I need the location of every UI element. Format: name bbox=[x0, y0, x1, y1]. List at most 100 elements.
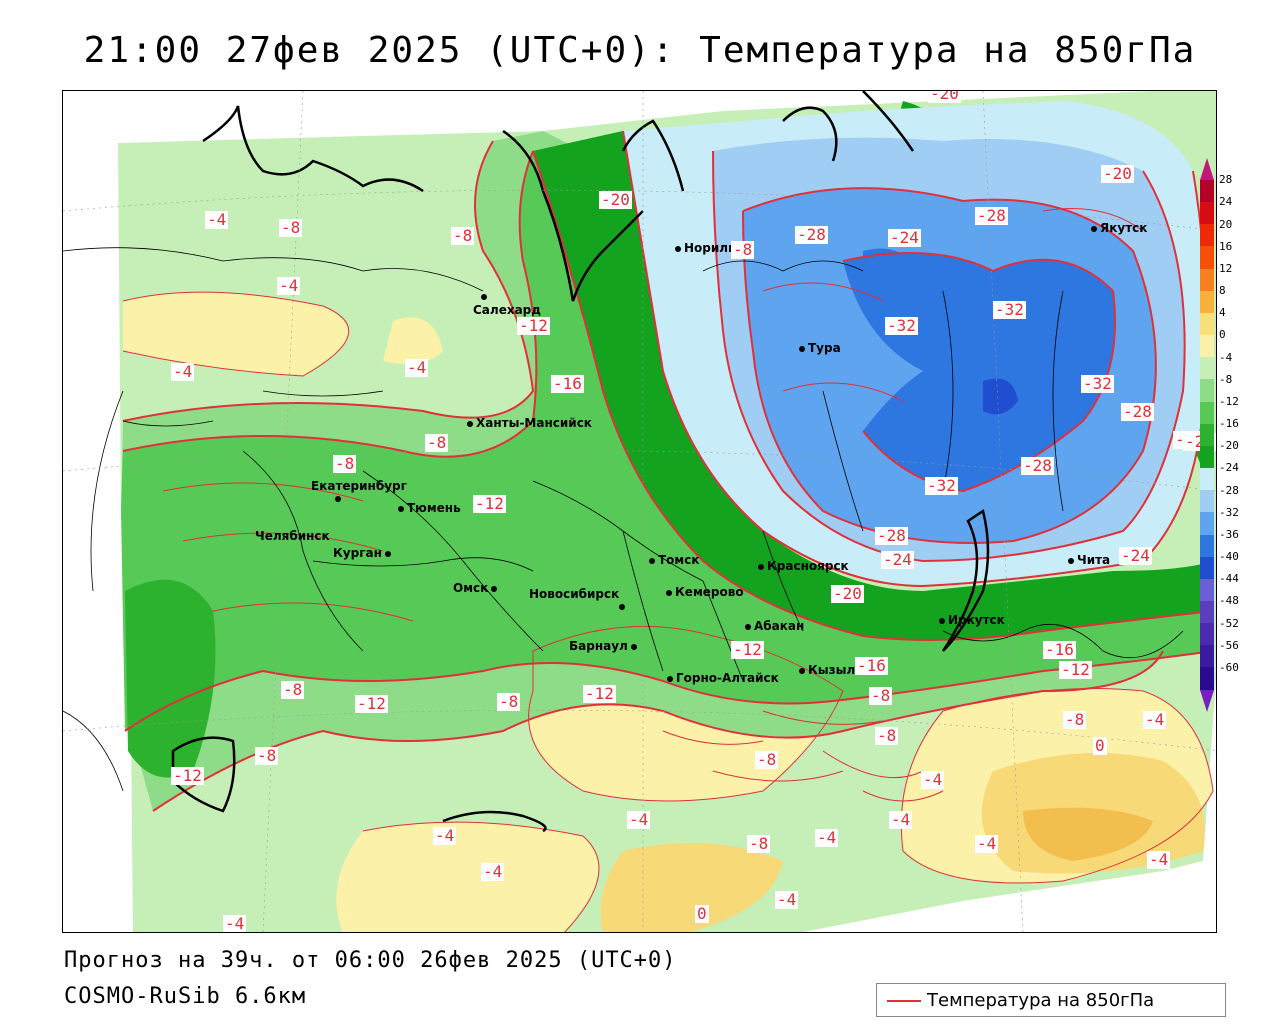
scale-color-swatch bbox=[1200, 556, 1214, 579]
isotherm-label: -8 bbox=[425, 433, 449, 452]
map-title: 21:00 27фев 2025 (UTC+0): Температура на… bbox=[83, 30, 1197, 71]
isotherm-label: -28 bbox=[1121, 402, 1154, 421]
scale-tick-label: -32 bbox=[1219, 505, 1239, 519]
isotherm-label: -12 bbox=[583, 684, 616, 703]
isotherm-label: -4 bbox=[433, 826, 457, 845]
city-dot-icon bbox=[667, 675, 673, 682]
scale-tick-label: 8 bbox=[1219, 284, 1226, 297]
city-label-abakan: Абакан bbox=[745, 619, 804, 633]
isotherm-label: -32 bbox=[885, 316, 918, 335]
city-label-chelyabinsk: Челябинск bbox=[255, 529, 330, 543]
isotherm-label: -8 bbox=[755, 750, 779, 769]
scale-color-swatch bbox=[1200, 335, 1214, 358]
scale-color-swatch bbox=[1200, 468, 1214, 491]
isotherm-label: -20 bbox=[599, 190, 632, 209]
isotherm-label: -8 bbox=[333, 454, 357, 473]
city-dot-icon bbox=[630, 643, 637, 650]
isotherm-label: -8 bbox=[451, 226, 475, 245]
city-label-krasnoyarsk: Красноярск bbox=[758, 559, 849, 573]
scale-tick-label: -36 bbox=[1219, 527, 1239, 541]
isotherm-label: -28 bbox=[875, 526, 908, 545]
isotherm-label: -4 bbox=[171, 362, 195, 381]
isotherm-label: 0 bbox=[695, 904, 709, 923]
scale-color-swatch bbox=[1200, 512, 1214, 535]
isotherm-label: -32 bbox=[993, 300, 1026, 319]
isotherm-label: -24 bbox=[888, 228, 921, 247]
city-label-tomsk: Томск bbox=[649, 553, 700, 567]
scale-tick-label: -60 bbox=[1219, 660, 1239, 674]
scale-tick-label: -16 bbox=[1219, 417, 1239, 430]
scale-color-swatch bbox=[1200, 290, 1214, 313]
city-dot-icon bbox=[758, 563, 764, 570]
isotherm-label: -12 bbox=[1059, 660, 1092, 679]
scale-tick-label: -4 bbox=[1219, 350, 1233, 364]
isotherm-label: -20 bbox=[831, 584, 864, 603]
city-label-kyzyl: Кызыл bbox=[799, 663, 855, 677]
isotherm-label: -12 bbox=[731, 640, 764, 659]
city-label-tyumen: Тюмень bbox=[398, 501, 461, 515]
isotherm-label: -20 bbox=[928, 91, 961, 103]
scale-tick-label: 0 bbox=[1219, 328, 1226, 342]
city-dot-icon bbox=[666, 589, 672, 596]
isotherm-label: -8 bbox=[1063, 710, 1087, 729]
scale-color-swatch bbox=[1200, 246, 1214, 269]
city-label-omsk: Омск bbox=[453, 581, 500, 595]
city-dot-icon bbox=[1068, 557, 1074, 564]
isotherm-label: -8 bbox=[281, 680, 305, 699]
isotherm-label: 0 bbox=[1093, 736, 1107, 755]
legend: Температура на 850гПа bbox=[876, 983, 1226, 1017]
isotherm-label: -8 bbox=[747, 834, 771, 853]
scale-tick-label: 4 bbox=[1219, 306, 1226, 320]
scale-tick-label: -8 bbox=[1219, 372, 1233, 386]
scale-color-swatch bbox=[1200, 224, 1214, 247]
isotherm-label: -24 bbox=[1119, 546, 1152, 565]
scale-color-swatch bbox=[1200, 312, 1214, 336]
city-label-irkutsk: Иркутск bbox=[939, 613, 1005, 627]
city-dot-icon bbox=[675, 245, 681, 252]
isotherm-label: -16 bbox=[551, 374, 584, 393]
isotherm-label: -32 bbox=[925, 476, 958, 495]
scale-color-swatch bbox=[1200, 578, 1214, 601]
model-name: COSMO-RuSib 6.6км bbox=[64, 984, 307, 1009]
city-label-novosibirsk: Новосибирск bbox=[529, 587, 620, 601]
city-dot-icon bbox=[745, 623, 751, 630]
scale-color-swatch bbox=[1200, 357, 1214, 380]
city-dot-icon bbox=[384, 550, 391, 557]
legend-label: Температура на 850гПа bbox=[927, 990, 1155, 1011]
isotherm-label: -8 bbox=[869, 686, 893, 705]
isotherm-label: -4 bbox=[775, 890, 799, 909]
isotherm-label: -4 bbox=[277, 276, 301, 295]
city-dot-icon bbox=[649, 557, 655, 564]
coastlines bbox=[171, 91, 990, 833]
scale-tick-label: -48 bbox=[1219, 594, 1239, 608]
scale-tick-label: -44 bbox=[1219, 572, 1239, 586]
isotherm-label: -8 bbox=[497, 692, 521, 711]
city-dot-icon bbox=[619, 603, 625, 610]
city-dot-icon bbox=[481, 293, 487, 300]
isotherm-label: -8 bbox=[731, 240, 755, 259]
graticule bbox=[63, 91, 1216, 932]
city-name-yekaterinburg: Екатеринбург bbox=[311, 479, 407, 493]
isotherm-label: -24 bbox=[881, 550, 914, 569]
isotherm-label: -16 bbox=[855, 656, 888, 675]
isotherm-label: -32 bbox=[1081, 374, 1114, 393]
scale-tick-label: -20 bbox=[1219, 439, 1239, 453]
isotherm-label: -8 bbox=[279, 218, 303, 237]
scale-color-swatch bbox=[1200, 379, 1214, 402]
scale-color-swatch bbox=[1200, 490, 1214, 513]
scale-tick-label: -40 bbox=[1219, 550, 1239, 563]
isotherm-label: -4 bbox=[205, 210, 229, 229]
scale-tick-label: 28 bbox=[1219, 173, 1233, 187]
city-dot-icon bbox=[1091, 225, 1097, 232]
scale-tick-label: 24 bbox=[1219, 195, 1233, 209]
city-label-gorno-altaysk: Горно-Алтайск bbox=[667, 671, 779, 685]
city-dot-icon bbox=[939, 617, 945, 624]
isotherm-label: -4 bbox=[975, 834, 999, 853]
isotherm-label: -4 bbox=[481, 862, 505, 881]
isotherm-label: -12 bbox=[355, 694, 388, 713]
scale-tick-label: 12 bbox=[1219, 261, 1233, 275]
legend-line-swatch bbox=[887, 1000, 921, 1002]
temperature-map bbox=[63, 91, 1216, 932]
city-dot-novosibirsk bbox=[619, 599, 628, 613]
isotherm-label: -4 bbox=[223, 914, 247, 933]
